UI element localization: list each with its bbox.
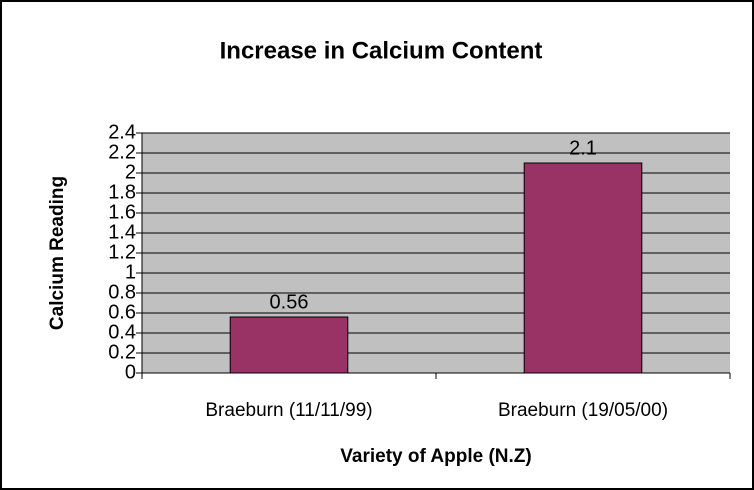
y-tick-label: 0.6 <box>108 301 136 323</box>
y-tick-label: 0.4 <box>108 321 136 343</box>
y-tick-label: 1.6 <box>108 201 136 223</box>
data-label: 0.56 <box>270 291 309 313</box>
y-tick-label: 0 <box>125 361 136 383</box>
y-tick-label: 2.4 <box>108 121 136 143</box>
y-tick-label: 2 <box>125 161 136 183</box>
bar <box>229 316 349 374</box>
x-tick-label: Braeburn (19/05/00) <box>498 400 668 421</box>
y-tick-label: 0.2 <box>108 341 136 363</box>
y-tick-label: 0.8 <box>108 281 136 303</box>
x-axis-title: Variety of Apple (N.Z) <box>340 446 531 467</box>
y-axis-title: Calcium Reading <box>47 176 68 330</box>
y-tick-label: 1.2 <box>108 241 136 263</box>
y-tick-label: 1.4 <box>108 221 136 243</box>
data-label: 2.1 <box>569 137 597 159</box>
x-tick-label: Braeburn (11/11/99) <box>205 400 372 421</box>
y-tick-label: 1 <box>125 261 136 283</box>
bar <box>523 162 643 374</box>
chart-title: Increase in Calcium Content <box>220 37 543 64</box>
y-tick-label: 2.2 <box>108 141 136 163</box>
y-tick-label: 1.8 <box>108 181 136 203</box>
